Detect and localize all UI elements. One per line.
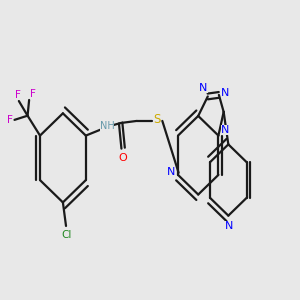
Text: N: N [221, 88, 229, 98]
Text: N: N [221, 125, 230, 135]
Text: N: N [199, 83, 208, 93]
Text: N: N [167, 167, 176, 177]
Text: NH: NH [100, 121, 114, 131]
Text: Cl: Cl [61, 230, 72, 240]
Text: F: F [7, 115, 13, 125]
Text: F: F [15, 90, 21, 100]
Text: O: O [119, 153, 128, 163]
Text: S: S [154, 113, 161, 126]
Text: N: N [225, 221, 233, 231]
Text: F: F [30, 89, 36, 99]
